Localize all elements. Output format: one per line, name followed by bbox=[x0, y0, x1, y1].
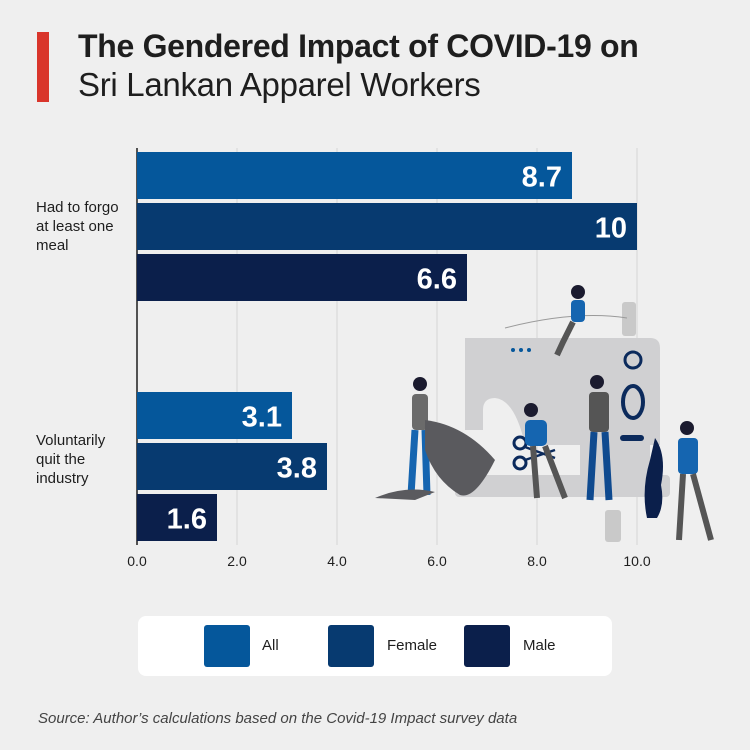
x-tick-label: 4.0 bbox=[327, 553, 347, 569]
category-label-line: industry bbox=[36, 470, 89, 487]
bar-value-label: 1.6 bbox=[167, 504, 207, 536]
legend-swatch-male bbox=[464, 625, 510, 667]
bar bbox=[137, 494, 217, 541]
fabric-icon bbox=[425, 420, 495, 496]
x-tick-label: 6.0 bbox=[427, 553, 447, 569]
legend-label-male: Male bbox=[523, 637, 556, 654]
chart-title: The Gendered Impact of COVID-19 on bbox=[78, 28, 639, 64]
chart-subtitle: Sri Lankan Apparel Workers bbox=[78, 66, 481, 103]
thread-spool-icon bbox=[605, 510, 621, 542]
x-tick-label: 10.0 bbox=[623, 553, 650, 569]
bar-chart: 0.0 2.0 4.0 6.0 8.0 10.0 8.7 10 6.6 3.1 3.8 1.6 bbox=[127, 148, 651, 569]
x-tick-label: 8.0 bbox=[527, 553, 547, 569]
bar-value-label: 6.6 bbox=[417, 264, 457, 296]
dress-icon bbox=[644, 438, 663, 518]
bar-value-label: 3.8 bbox=[277, 453, 317, 485]
category-label-meal: Had to forgo at least one meal bbox=[36, 198, 136, 255]
legend-swatch-female bbox=[328, 625, 374, 667]
category-label-quit: Voluntarily quit the industry bbox=[36, 431, 136, 488]
title-accent-bar bbox=[37, 32, 49, 102]
legend-label-all: All bbox=[262, 637, 279, 654]
source-note: Source: Author’s calculations based on t… bbox=[38, 710, 518, 727]
legend-label-female: Female bbox=[387, 637, 438, 654]
bar-value-label: 10 bbox=[595, 213, 627, 245]
category-label-line: Voluntarily bbox=[36, 432, 106, 449]
bar-value-label: 8.7 bbox=[522, 162, 562, 194]
thread-spool-icon bbox=[622, 302, 636, 336]
legend-swatch-all bbox=[204, 625, 250, 667]
bar-value-label: 3.1 bbox=[242, 402, 282, 434]
bar bbox=[137, 254, 467, 301]
bar bbox=[137, 443, 327, 490]
category-label-line: meal bbox=[36, 237, 69, 254]
category-label-line: Had to forgo bbox=[36, 199, 119, 216]
category-label-line: quit the bbox=[36, 451, 86, 468]
bar bbox=[137, 152, 572, 199]
dial-icon bbox=[623, 350, 643, 370]
legend: All Female Male bbox=[138, 616, 612, 676]
sewing-machine-workers-illustration bbox=[375, 285, 714, 542]
bar bbox=[137, 392, 292, 439]
embroidery-hoop-icon bbox=[621, 384, 645, 420]
x-tick-label: 2.0 bbox=[227, 553, 247, 569]
bar bbox=[137, 203, 637, 250]
category-label-line: at least one bbox=[36, 218, 114, 235]
x-tick-label: 0.0 bbox=[127, 553, 147, 569]
